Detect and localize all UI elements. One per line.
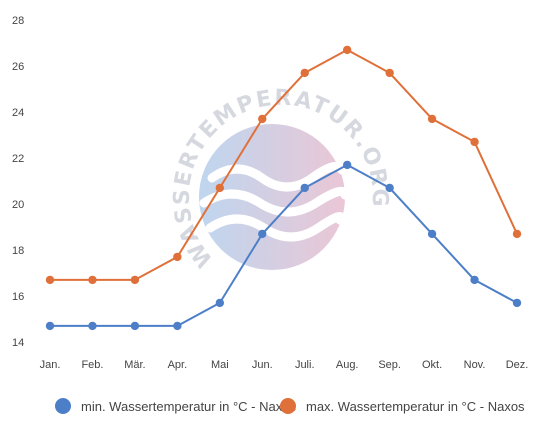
x-tick-label: Apr. bbox=[168, 359, 188, 371]
y-tick-label: 18 bbox=[12, 245, 24, 257]
chart-legend: min. Wassertemperatur in °C - Naxos max.… bbox=[55, 398, 525, 414]
data-point-max[interactable] bbox=[258, 114, 267, 124]
legend-marker-min bbox=[55, 398, 71, 414]
data-point-max[interactable] bbox=[215, 183, 225, 193]
x-tick-label: Okt. bbox=[422, 359, 442, 371]
series-line-min bbox=[50, 163, 518, 327]
data-point-min[interactable] bbox=[258, 229, 267, 239]
data-point-min[interactable] bbox=[88, 321, 97, 331]
data-point-min[interactable] bbox=[427, 229, 437, 239]
data-point-min[interactable] bbox=[470, 275, 479, 285]
x-tick-label: Nov. bbox=[464, 359, 486, 371]
data-point-min[interactable] bbox=[342, 160, 352, 170]
data-point-max[interactable] bbox=[45, 275, 55, 285]
data-point-min[interactable] bbox=[512, 298, 522, 308]
legend-label-max: max. Wassertemperatur in °C - Naxos bbox=[306, 399, 525, 414]
x-tick-label: Feb. bbox=[81, 359, 103, 371]
y-tick-label: 14 bbox=[12, 337, 24, 349]
legend-marker-max bbox=[280, 398, 296, 414]
data-point-max[interactable] bbox=[385, 68, 394, 78]
x-axis-labels: Jan. Feb. Mär. Apr. Mai Jun. Juli. Aug. Sep. Okt.… bbox=[40, 359, 529, 371]
data-point-max[interactable] bbox=[130, 275, 140, 285]
data-point-min[interactable] bbox=[45, 321, 55, 331]
watermark-wave-3 bbox=[205, 212, 346, 242]
data-point-max[interactable] bbox=[342, 45, 352, 55]
x-tick-label: Mär. bbox=[124, 359, 145, 371]
series-line-max bbox=[50, 48, 518, 281]
data-point-max[interactable] bbox=[88, 275, 97, 285]
series-lines bbox=[50, 48, 518, 327]
series-points bbox=[45, 45, 522, 331]
watermark-wave-2 bbox=[199, 186, 350, 217]
data-point-min[interactable] bbox=[130, 321, 140, 331]
data-point-min[interactable] bbox=[215, 298, 225, 308]
y-axis-labels: 14 16 18 20 22 24 26 28 bbox=[12, 15, 24, 349]
watermark-logo: WASSERTEMPERATUR.ORG bbox=[170, 86, 390, 272]
x-tick-label: Sep. bbox=[378, 359, 401, 371]
y-tick-label: 26 bbox=[12, 61, 24, 73]
data-point-max[interactable] bbox=[173, 252, 182, 262]
x-tick-label: Juli. bbox=[295, 359, 315, 371]
data-point-min[interactable] bbox=[173, 321, 182, 331]
y-tick-label: 24 bbox=[12, 107, 24, 119]
y-tick-label: 22 bbox=[12, 153, 24, 165]
data-point-max[interactable] bbox=[427, 114, 437, 124]
legend-label-min: min. Wassertemperatur in °C - Naxos bbox=[81, 399, 296, 414]
x-tick-label: Dez. bbox=[506, 359, 529, 371]
x-tick-label: Aug. bbox=[336, 359, 359, 371]
data-point-max[interactable] bbox=[512, 229, 522, 239]
y-tick-label: 28 bbox=[12, 15, 24, 27]
watermark-wave-1 bbox=[207, 161, 347, 192]
data-point-min[interactable] bbox=[300, 183, 309, 193]
data-point-max[interactable] bbox=[470, 137, 479, 147]
x-tick-label: Jan. bbox=[40, 359, 61, 371]
y-tick-label: 16 bbox=[12, 291, 24, 303]
data-point-min[interactable] bbox=[385, 183, 394, 193]
x-tick-label: Mai bbox=[211, 359, 229, 371]
x-tick-label: Jun. bbox=[252, 359, 273, 371]
y-tick-label: 20 bbox=[12, 199, 24, 211]
data-point-max[interactable] bbox=[300, 68, 309, 78]
